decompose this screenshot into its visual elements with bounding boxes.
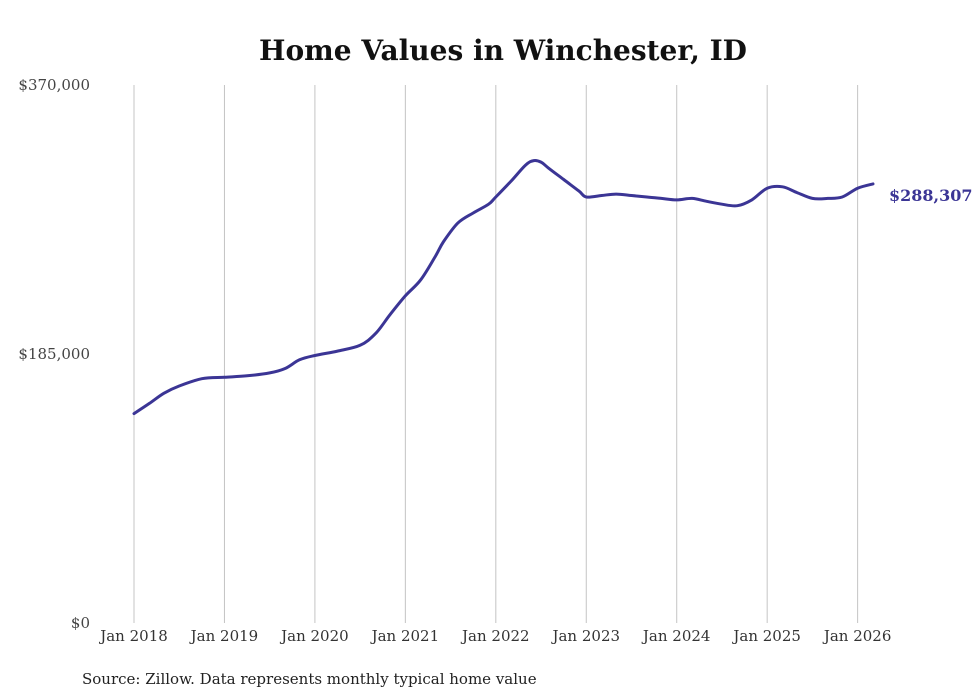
x-tick-label: Jan 2020 [279, 627, 349, 645]
x-tick-label: Jan 2021 [370, 627, 440, 645]
x-tick-label: Jan 2018 [98, 627, 168, 645]
x-tick-label: Jan 2026 [822, 627, 892, 645]
gridlines [133, 85, 859, 623]
y-axis-ticks: $370,000 $185,000 $0 [18, 76, 90, 632]
y-tick-label: $370,000 [18, 76, 90, 94]
source-note: Source: Zillow. Data represents monthly … [82, 670, 537, 688]
series-layer [132, 158, 875, 416]
end-value-label: $288,307 [889, 186, 973, 205]
y-tick-label: $185,000 [18, 345, 90, 363]
x-tick-label: Jan 2019 [189, 627, 259, 645]
series-line-0 [132, 158, 875, 416]
x-tick-label: Jan 2022 [460, 627, 530, 645]
x-tick-label: Jan 2025 [731, 627, 801, 645]
y-tick-label: $0 [71, 614, 90, 632]
x-tick-label: Jan 2024 [641, 627, 711, 645]
x-tick-label: Jan 2023 [550, 627, 620, 645]
chart-title: Home Values in Winchester, ID [259, 34, 747, 67]
x-axis-ticks: Jan 2018 Jan 2019 Jan 2020 Jan 2021 Jan 2022… [98, 627, 891, 645]
